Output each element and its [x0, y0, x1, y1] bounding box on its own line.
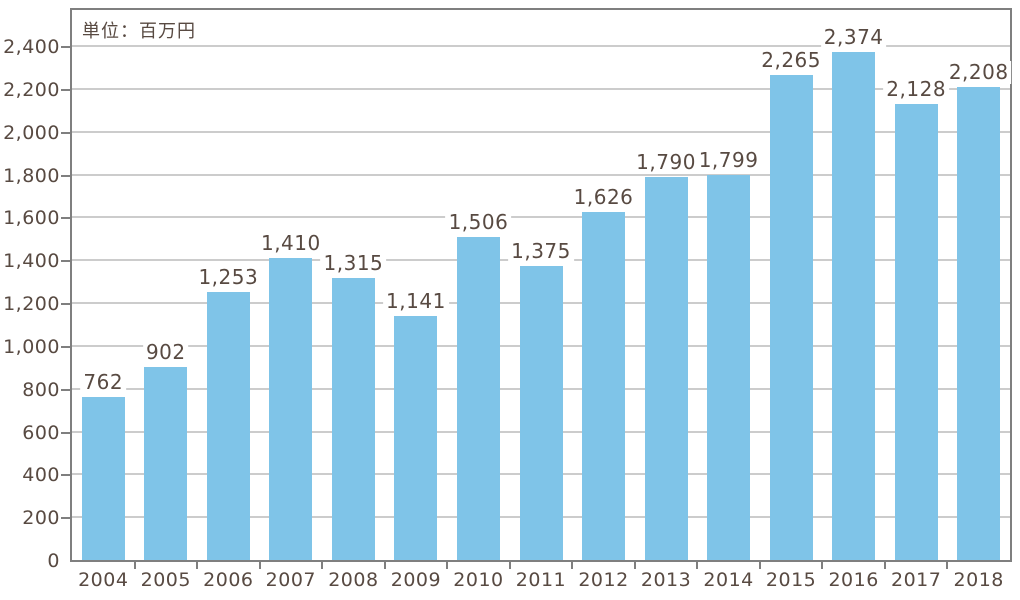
x-axis-tick — [633, 562, 636, 569]
y-axis-tick — [61, 217, 70, 220]
bar-2012 — [582, 211, 626, 560]
bar-2010 — [456, 237, 500, 560]
y-axis-label: 2,200 — [3, 78, 60, 101]
plot-area: 単位：百万円 762 902 1,253 1,410 1,315 1,141 1,506 1,… — [70, 8, 1012, 562]
bar-value-label: 1,790 — [633, 150, 699, 174]
x-axis-tick — [196, 562, 199, 569]
x-axis-label: 2007 — [265, 569, 317, 591]
bar-2017 — [894, 104, 938, 560]
bar-value-label: 2,128 — [883, 78, 950, 102]
x-axis-label: 2004 — [78, 569, 129, 591]
y-axis-tick — [61, 174, 70, 177]
y-axis-tick — [61, 46, 70, 48]
bar-value-label: 762 — [80, 370, 127, 394]
bar-2011 — [519, 265, 563, 560]
y-axis-label: 0 — [47, 550, 60, 572]
bar-value-label: 1,626 — [570, 185, 637, 209]
grid-line — [72, 130, 1010, 133]
bar-2005 — [144, 366, 188, 560]
y-axis-label: 600 — [22, 421, 60, 444]
y-axis-tick — [61, 260, 70, 263]
bar-value-label: 2,208 — [945, 61, 1012, 85]
y-axis-label: 800 — [22, 378, 60, 401]
x-axis-tick — [821, 562, 824, 569]
bar-value-label: 1,410 — [257, 232, 324, 256]
bar-2007 — [269, 258, 313, 560]
bar-2014 — [707, 174, 751, 560]
y-axis-tick — [61, 345, 70, 348]
grid-line — [72, 87, 1010, 90]
bar-value-label: 1,375 — [508, 239, 574, 263]
bar-2018 — [957, 87, 1001, 560]
grid-line — [72, 173, 1010, 176]
y-axis-label: 1,400 — [3, 250, 60, 273]
x-axis-label: 2018 — [953, 569, 1004, 591]
x-axis-label: 2016 — [828, 569, 879, 591]
x-axis: 2004 2005 2006 2007 2008 2009 2010 2011 2012 2013… — [72, 569, 1010, 591]
x-axis-tick — [758, 562, 761, 569]
x-axis-label: 2012 — [578, 569, 629, 591]
bar-value-label: 2,265 — [758, 48, 825, 72]
x-axis-tick — [883, 562, 886, 569]
bar-2009 — [394, 315, 438, 560]
y-axis-label: 2,400 — [3, 36, 60, 58]
y-axis-label: 1,600 — [3, 207, 60, 230]
grid-line — [72, 216, 1010, 219]
y-axis-tick — [61, 131, 70, 134]
x-axis-tick — [696, 562, 699, 569]
x-axis-label: 2011 — [515, 569, 567, 591]
bar-value-label: 1,141 — [383, 289, 449, 313]
y-axis-tick — [61, 388, 70, 391]
y-axis-label: 200 — [22, 507, 60, 530]
x-axis-label: 2008 — [328, 569, 379, 591]
y-axis-tick — [61, 474, 70, 477]
grid-line — [72, 45, 1010, 47]
bar-2006 — [206, 291, 250, 560]
y-axis-label: 1,000 — [3, 335, 60, 358]
bar-value-label: 1,253 — [195, 265, 262, 289]
y-axis-tick — [61, 517, 70, 520]
x-axis-label: 2006 — [203, 569, 254, 591]
x-axis-label: 2017 — [890, 569, 942, 591]
bar-2013 — [644, 176, 688, 560]
x-axis-tick — [383, 562, 386, 569]
bar-value-label: 1,506 — [445, 211, 512, 235]
bar-value-label: 1,315 — [320, 252, 387, 276]
x-axis-tick — [508, 562, 511, 569]
bar-value-label: 902 — [142, 340, 189, 364]
y-axis: 0 200 400 600 800 1,000 1,200 1,400 1,600 1,800 2,… — [0, 8, 60, 572]
x-axis-tick — [133, 562, 136, 569]
bar-value-label: 2,374 — [820, 25, 887, 49]
x-axis-label: 2010 — [453, 569, 504, 591]
y-axis-label: 400 — [22, 464, 60, 487]
x-axis-tick — [446, 562, 449, 569]
x-axis-tick — [321, 562, 324, 569]
x-axis-tick — [258, 562, 261, 569]
bar-value-label: 1,799 — [695, 148, 762, 172]
y-axis-tick — [61, 303, 70, 305]
bar-2004 — [81, 396, 125, 560]
bar-2016 — [832, 51, 876, 560]
bar-2008 — [331, 278, 375, 560]
y-axis-label: 1,800 — [3, 164, 60, 187]
x-axis-label: 2009 — [390, 569, 442, 591]
unit-label: 単位：百万円 — [80, 17, 198, 43]
x-axis-label: 2013 — [640, 569, 692, 591]
x-axis-tick — [946, 562, 949, 569]
x-axis-label: 2014 — [703, 569, 754, 591]
y-axis-tick — [61, 88, 70, 91]
x-axis-label: 2005 — [140, 569, 191, 591]
y-axis-label: 1,200 — [3, 293, 60, 315]
bar-2015 — [769, 74, 813, 560]
x-axis-tick — [571, 562, 574, 569]
y-axis-tick — [61, 431, 70, 434]
y-axis-label: 2,000 — [3, 121, 60, 144]
x-axis-label: 2015 — [765, 569, 817, 591]
